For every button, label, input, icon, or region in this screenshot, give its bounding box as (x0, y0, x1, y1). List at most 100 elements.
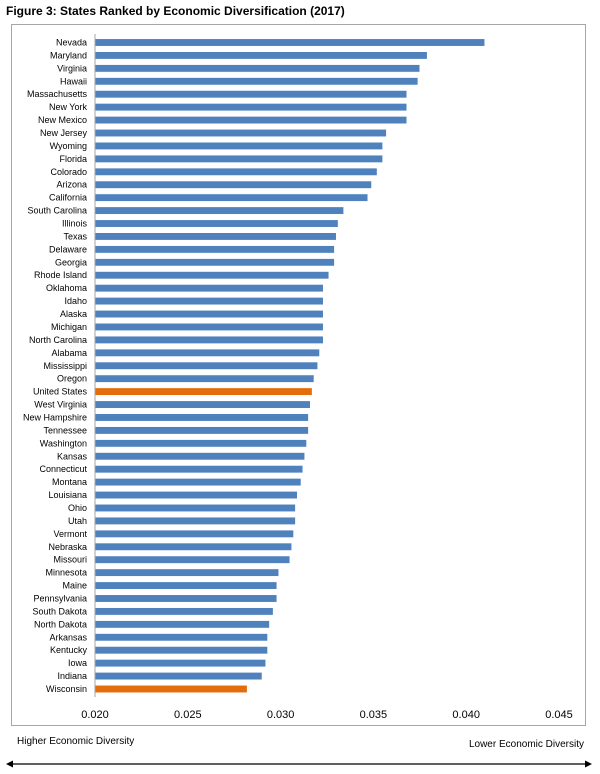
category-label: West Virginia (34, 400, 87, 410)
x-axis-ticks: 0.020 0.025 0.030 0.035 0.040 0.045 (81, 709, 573, 721)
category-label: Hawaii (60, 76, 87, 86)
category-label: Kansas (57, 451, 88, 461)
bar-new-mexico (94, 116, 408, 125)
category-label: Idaho (64, 296, 87, 306)
category-label: Oregon (57, 374, 87, 384)
bar-nevada (94, 38, 486, 47)
category-label: Minnesota (45, 568, 87, 578)
category-label: Ohio (68, 503, 87, 513)
bar-ohio (94, 503, 296, 513)
bar-california (94, 193, 369, 202)
bar-oklahoma (94, 284, 324, 293)
x-tick-label: 0.030 (267, 709, 295, 721)
bar-texas (94, 232, 337, 241)
category-label: North Dakota (34, 619, 87, 629)
category-label: Michigan (51, 322, 87, 332)
bar-nebraska (94, 542, 293, 551)
category-label: Louisiana (48, 490, 87, 500)
category-label: Indiana (57, 671, 87, 681)
bar-florida (94, 154, 383, 163)
bar-oregon (94, 374, 315, 383)
bar-maryland (94, 51, 428, 60)
x-tick-label: 0.035 (360, 709, 388, 721)
bar-mississippi (94, 361, 319, 370)
category-label: Wyoming (50, 141, 87, 151)
category-label: Mississippi (43, 361, 87, 371)
bars-layer (94, 38, 486, 694)
bar-iowa (94, 659, 267, 668)
category-label: Iowa (68, 658, 87, 668)
category-label: Tennessee (43, 425, 87, 435)
category-label: Wisconsin (46, 684, 87, 694)
figure-title: Figure 3: States Ranked by Economic Dive… (6, 4, 345, 18)
category-label: Pennsylvania (33, 593, 87, 603)
category-label: South Dakota (32, 606, 87, 616)
bar-new-hampshire (94, 413, 309, 422)
category-label: Missouri (53, 555, 87, 565)
category-label: Arkansas (49, 632, 87, 642)
bar-washington (94, 439, 307, 448)
x-tick-label: 0.020 (81, 709, 109, 721)
bar-illinois (94, 219, 339, 228)
bar-west-virginia (94, 400, 311, 409)
higher-diversity-label: Higher Economic Diversity (17, 736, 135, 747)
bar-pennsylvania (94, 594, 278, 603)
category-label: Connecticut (39, 464, 87, 474)
category-label: Texas (63, 231, 87, 241)
bar-vermont (94, 529, 294, 538)
category-label: Delaware (49, 244, 87, 254)
category-label: Alabama (51, 348, 87, 358)
category-label: New Hampshire (23, 412, 87, 422)
category-label: New Mexico (38, 115, 87, 125)
bar-michigan (94, 322, 324, 332)
bar-kansas (94, 452, 306, 461)
bar-hawaii (94, 77, 419, 86)
category-label: Vermont (53, 529, 87, 539)
bar-montana (94, 478, 302, 487)
bar-utah (94, 516, 296, 525)
bar-alaska (94, 309, 324, 319)
bar-wisconsin (94, 684, 248, 694)
category-label: Washington (40, 438, 87, 448)
diversity-direction-arrow (6, 760, 592, 768)
x-tick-label: 0.045 (545, 709, 573, 721)
bar-new-york (94, 103, 408, 112)
lower-diversity-label: Lower Economic Diversity (468, 739, 584, 750)
bar-north-dakota (94, 620, 270, 629)
bar-connecticut (94, 465, 304, 474)
bar-colorado (94, 167, 378, 176)
category-label: Oklahoma (46, 283, 87, 293)
category-label: South Carolina (27, 206, 87, 216)
x-tick-label: 0.040 (452, 709, 480, 721)
x-tick-label: 0.025 (174, 709, 202, 721)
bar-south-carolina (94, 206, 345, 215)
category-label: North Carolina (29, 335, 87, 345)
bar-arkansas (94, 633, 268, 642)
bar-missouri (94, 555, 291, 564)
bar-tennessee (94, 426, 309, 435)
bar-indiana (94, 672, 263, 681)
category-label: Montana (52, 477, 87, 487)
category-label: Kentucky (50, 645, 88, 655)
category-label: Georgia (55, 257, 87, 267)
bar-arizona (94, 180, 372, 189)
category-label: Rhode Island (34, 270, 87, 280)
bar-rhode-island (94, 271, 330, 280)
category-label: Alaska (60, 309, 87, 319)
category-label: United States (33, 387, 88, 397)
category-label: California (49, 193, 87, 203)
bar-minnesota (94, 568, 280, 577)
bar-south-dakota (94, 607, 274, 616)
category-labels: Nevada Maryland Virginia Hawaii Massachusett… (23, 38, 88, 695)
category-label: Utah (68, 516, 87, 526)
chart-frame (11, 24, 586, 726)
bar-georgia (94, 258, 335, 267)
bar-kentucky (94, 646, 268, 655)
category-label: New York (49, 102, 88, 112)
bar-idaho (94, 297, 324, 306)
bar-massachusetts (94, 90, 408, 99)
category-label: Illinois (62, 219, 88, 229)
bar-united-states (94, 387, 313, 396)
bar-alabama (94, 348, 320, 357)
